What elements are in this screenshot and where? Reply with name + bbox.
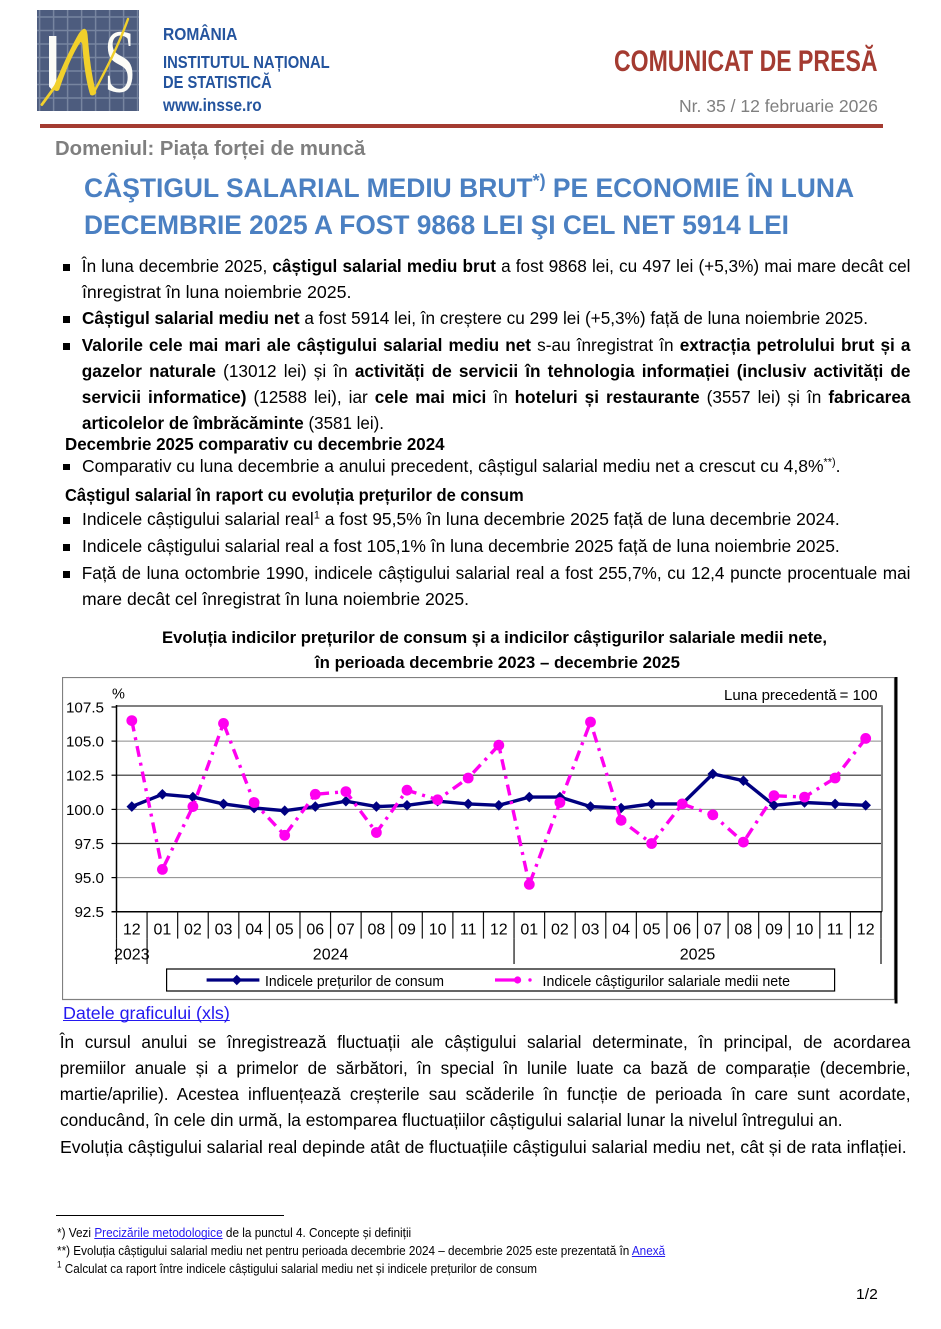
svg-text:11: 11: [460, 921, 477, 938]
svg-text:95.0: 95.0: [74, 870, 104, 887]
svg-text:04: 04: [245, 921, 263, 938]
svg-text:2024: 2024: [313, 947, 349, 964]
svg-text:06: 06: [673, 921, 691, 938]
svg-text:08: 08: [368, 921, 386, 938]
svg-text:Indicele prețurilor de consum: Indicele prețurilor de consum: [265, 974, 444, 990]
svg-text:02: 02: [184, 921, 202, 938]
svg-text:03: 03: [215, 921, 233, 938]
svg-text:08: 08: [735, 921, 753, 938]
svg-text:12: 12: [490, 921, 508, 938]
svg-text:11: 11: [827, 921, 844, 938]
svg-text:04: 04: [612, 921, 630, 938]
svg-text:92.5: 92.5: [74, 904, 104, 921]
svg-text:01: 01: [154, 921, 172, 938]
svg-text:10: 10: [796, 921, 814, 938]
svg-text:97.5: 97.5: [74, 836, 104, 853]
svg-text:03: 03: [582, 921, 600, 938]
svg-text:09: 09: [765, 921, 783, 938]
svg-text:07: 07: [337, 921, 355, 938]
svg-text:05: 05: [276, 921, 294, 938]
svg-text:105.0: 105.0: [66, 734, 104, 751]
svg-text:02: 02: [551, 921, 569, 938]
svg-text:100.0: 100.0: [66, 802, 104, 819]
svg-text:Indicele câștigurilor salarial: Indicele câștigurilor salariale medii ne…: [543, 974, 791, 990]
svg-text:%: %: [112, 687, 125, 703]
svg-text:09: 09: [398, 921, 416, 938]
svg-text:07: 07: [704, 921, 722, 938]
svg-text:12: 12: [857, 921, 875, 938]
svg-text:05: 05: [643, 921, 661, 938]
svg-text:Luna precedentă = 100: Luna precedentă = 100: [724, 687, 878, 704]
svg-text:2025: 2025: [680, 947, 716, 964]
svg-text:2023: 2023: [114, 947, 150, 964]
svg-text:01: 01: [520, 921, 538, 938]
svg-text:10: 10: [429, 921, 447, 938]
svg-text:06: 06: [306, 921, 324, 938]
svg-text:12: 12: [123, 921, 141, 938]
svg-text:107.5: 107.5: [66, 699, 104, 716]
svg-text:102.5: 102.5: [66, 768, 104, 785]
